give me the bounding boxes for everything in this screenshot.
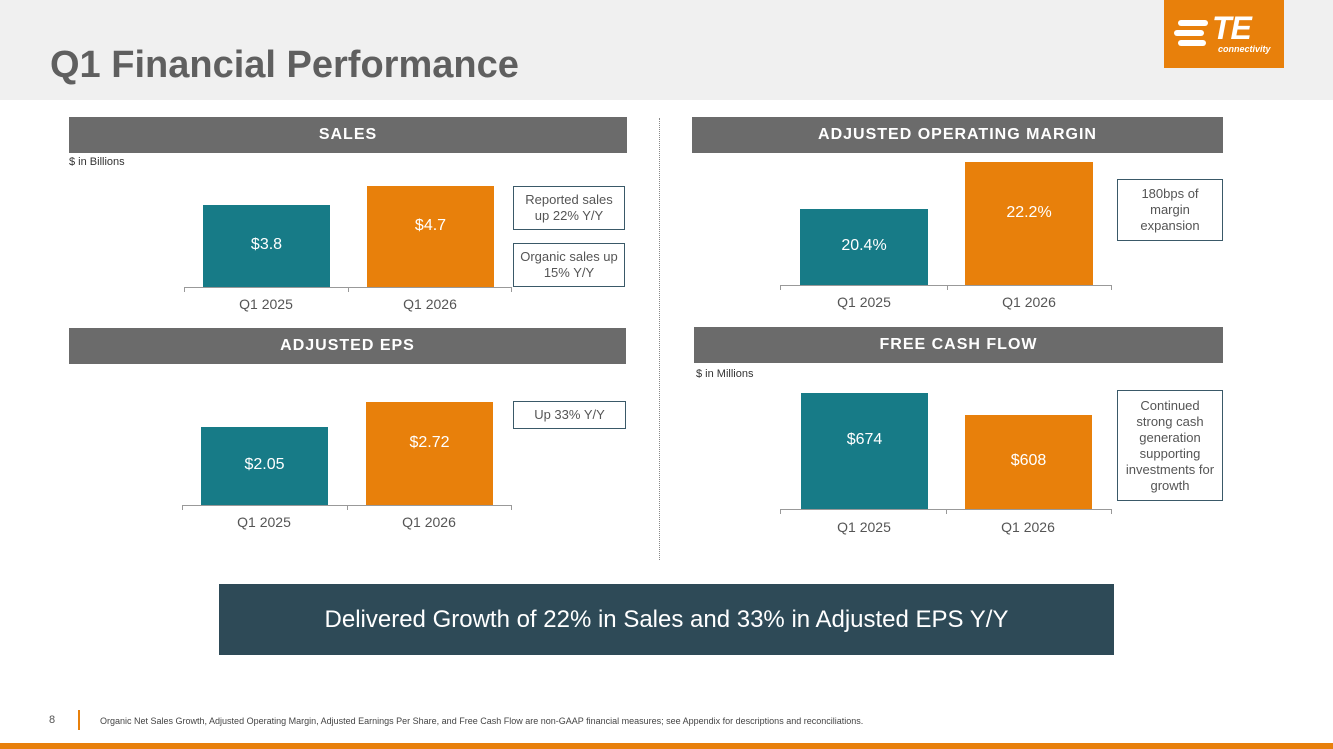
eps-callout: Up 33% Y/Y: [513, 401, 626, 429]
sales-data-label: $4.7: [414, 217, 447, 234]
logo-stripe: [1178, 40, 1206, 46]
eps-axis-tick: [347, 505, 348, 510]
fcf-bar-q1-2026: $608: [965, 415, 1092, 509]
sales-category-label: Q1 2026: [403, 296, 457, 312]
margin-data-label: 22.2%: [1006, 204, 1052, 221]
fcf-data-label: $674: [846, 431, 883, 448]
sales-x-axis: [184, 287, 511, 288]
logo-word: TE: [1212, 10, 1252, 46]
header-band: [0, 0, 1333, 100]
fcf-x-axis: [780, 509, 1111, 510]
sales-data-label: $3.8: [250, 236, 283, 253]
margin-x-axis: [780, 285, 1111, 286]
fcf-header: FREE CASH FLOW: [694, 327, 1223, 363]
fcf-category-label: Q1 2025: [837, 519, 891, 535]
sales-bar-q1-2026: $4.7: [367, 186, 494, 287]
eps-x-axis: [182, 505, 511, 506]
logo-stripe: [1174, 30, 1204, 36]
fcf-data-label: $608: [1010, 452, 1047, 469]
fcf-axis-tick: [780, 509, 781, 514]
te-logo: TE connectivity: [1164, 0, 1284, 68]
sales-axis-tick: [184, 287, 185, 292]
eps-category-label: Q1 2025: [237, 514, 291, 530]
fcf-bar-q1-2025: $674: [801, 393, 928, 509]
page-title: Q1 Financial Performance: [50, 44, 519, 86]
summary-banner: Delivered Growth of 22% in Sales and 33%…: [219, 584, 1114, 655]
footer-separator: [78, 710, 80, 730]
eps-data-label: $2.72: [409, 434, 450, 451]
eps-axis-tick: [511, 505, 512, 510]
eps-axis-tick: [182, 505, 183, 510]
sales-axis-tick: [511, 287, 512, 292]
margin-category-label: Q1 2025: [837, 294, 891, 310]
margin-category-label: Q1 2026: [1002, 294, 1056, 310]
eps-bar-q1-2026: $2.72: [366, 402, 493, 505]
logo-stripe: [1178, 20, 1208, 26]
eps-category-label: Q1 2026: [402, 514, 456, 530]
sales-category-label: Q1 2025: [239, 296, 293, 312]
fcf-axis-tick: [1111, 509, 1112, 514]
sales-unit-note: $ in Billions: [69, 156, 125, 168]
logo-subtitle: connectivity: [1218, 44, 1271, 54]
fcf-category-label: Q1 2026: [1001, 519, 1055, 535]
margin-axis-tick: [780, 285, 781, 290]
margin-axis-tick: [947, 285, 948, 290]
fcf-callout: Continued strong cash generation support…: [1117, 390, 1223, 501]
sales-header: SALES: [69, 117, 627, 153]
page-number: 8: [49, 714, 56, 726]
margin-data-label: 20.4%: [841, 237, 887, 254]
sales-bar-q1-2025: $3.8: [203, 205, 330, 287]
sales-callout-organic: Organic sales up 15% Y/Y: [513, 243, 625, 287]
fcf-axis-tick: [946, 509, 947, 514]
eps-data-label: $2.05: [244, 456, 285, 473]
margin-header: ADJUSTED OPERATING MARGIN: [692, 117, 1223, 153]
fcf-unit-note: $ in Millions: [696, 368, 754, 380]
bottom-accent-line: [0, 743, 1333, 749]
panel-divider: [659, 118, 660, 560]
sales-axis-tick: [348, 287, 349, 292]
margin-bar-q1-2026: 22.2%: [965, 162, 1093, 285]
margin-bar-q1-2025: 20.4%: [800, 209, 928, 285]
eps-header: ADJUSTED EPS: [69, 328, 626, 364]
margin-callout: 180bps of margin expansion: [1117, 179, 1223, 241]
footer-note: Organic Net Sales Growth, Adjusted Opera…: [100, 716, 864, 726]
eps-bar-q1-2025: $2.05: [201, 427, 328, 505]
sales-callout-reported: Reported sales up 22% Y/Y: [513, 186, 625, 230]
margin-axis-tick: [1111, 285, 1112, 290]
